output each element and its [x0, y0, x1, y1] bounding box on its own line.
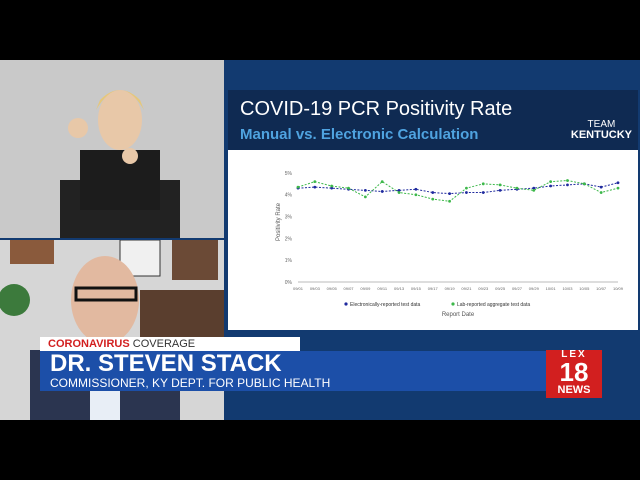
name-bar: DR. STEVEN STACK COMMISSIONER, KY DEPT. … [40, 351, 560, 391]
brand-line-2: KENTUCKY [570, 129, 632, 141]
x-tick-label: 09/21 [461, 286, 472, 291]
series-point [397, 191, 401, 194]
series-point [380, 180, 384, 184]
series-point [414, 193, 418, 197]
speaker-title: COMMISSIONER, KY DEPT. FOR PUBLIC HEALTH [50, 376, 331, 390]
x-tick-label: 09/07 [344, 286, 355, 291]
series-point [414, 187, 418, 191]
y-tick-label: 2% [285, 236, 293, 242]
y-tick-label: 0% [285, 280, 293, 286]
y-tick-label: 4% [285, 193, 293, 199]
series-point [431, 191, 435, 194]
series-point [582, 182, 586, 186]
series-point [397, 188, 401, 192]
x-tick-label: 09/19 [445, 286, 456, 291]
series-point [481, 191, 485, 194]
x-tick-label: 10/01 [546, 286, 557, 291]
series-point [616, 181, 620, 185]
interpreter-figure [0, 60, 224, 238]
coverage-tag-gray: COVERAGE [132, 338, 196, 350]
series-point [363, 195, 367, 199]
x-tick-label: 10/05 [579, 286, 590, 291]
series-line [297, 180, 619, 202]
interpreter-camera [0, 60, 224, 238]
series-point [330, 186, 334, 190]
x-tick-label: 09/05 [327, 286, 338, 291]
series-point [431, 197, 435, 201]
series-point [313, 185, 317, 189]
x-tick-label: 09/27 [512, 286, 523, 291]
series-point [549, 180, 553, 184]
positivity-chart: 0% 1% 2% 3% 4% 5% 09/01 09/03 09/05 09/07 09/09 09/… [276, 171, 624, 318]
y-tick-label: 1% [285, 258, 293, 264]
slide-title: COVID-19 PCR Positivity Rate [240, 98, 513, 120]
series-point [566, 183, 569, 187]
coverage-tag: CORONAVIRUS COVERAGE [40, 337, 300, 351]
coverage-tag-red: CORONAVIRUS [48, 338, 130, 350]
lex18-logo: LEX 18 NEWS [546, 350, 602, 398]
series-point [465, 186, 468, 190]
x-tick-label: 09/11 [377, 286, 387, 291]
series-point [599, 191, 603, 194]
x-tick-label: 09/03 [310, 286, 321, 291]
x-tick-label: 09/15 [411, 286, 422, 291]
x-tick-label: 10/03 [562, 286, 573, 291]
x-tick-label: 09/09 [360, 286, 371, 291]
series-point [549, 184, 553, 188]
x-tick-label: 10/07 [596, 286, 607, 291]
logo-news: NEWS [557, 384, 591, 396]
legend-marker [451, 302, 455, 306]
series-point [313, 180, 317, 184]
x-tick-label: 09/01 [293, 286, 304, 291]
legend-marker [344, 302, 348, 306]
series-point [347, 186, 350, 190]
presentation-slide: COVID-19 PCR Positivity Rate Manual vs. … [228, 90, 638, 330]
series-point [465, 191, 468, 194]
series-point [599, 185, 603, 189]
lower-third: CORONAVIRUS COVERAGE DR. STEVEN STACK CO… [40, 337, 600, 395]
y-tick-label: 3% [285, 215, 293, 221]
series-point [296, 185, 300, 189]
legend-label: Electronically-reported test data [350, 302, 421, 308]
x-tick-label: 09/13 [394, 286, 405, 291]
series-point [532, 186, 536, 190]
series-line [297, 182, 619, 195]
y-axis-label: Positivity Rate [276, 202, 282, 241]
series-point [363, 188, 367, 192]
series-point [616, 186, 620, 190]
series-point [498, 188, 502, 192]
slide-subtitle: Manual vs. Electronic Calculation [240, 126, 479, 143]
brand-line-1: TEAM [587, 119, 616, 130]
x-tick-label: 09/17 [428, 286, 439, 291]
speaker-name: DR. STEVEN STACK [50, 350, 282, 377]
broadcast-frame: COVID-19 PCR Positivity Rate Manual vs. … [0, 60, 640, 420]
team-kentucky-logo: TEAM KENTUCKY [570, 119, 632, 141]
series-point [481, 182, 485, 186]
series-point [380, 190, 384, 193]
logo-number: 18 [559, 357, 589, 387]
logo-lex: LEX [561, 349, 587, 360]
x-tick-label: 09/25 [495, 286, 506, 291]
series-point [330, 184, 334, 188]
legend-label: Lab-reported aggregate test data [457, 302, 530, 308]
series-point [566, 179, 569, 182]
series-point [448, 192, 451, 196]
x-tick-label: 09/29 [529, 286, 540, 291]
slide-header: COVID-19 PCR Positivity Rate Manual vs. … [228, 90, 638, 150]
x-tick-label: 10/09 [613, 286, 624, 291]
y-tick-label: 5% [285, 171, 293, 177]
series-point [532, 188, 536, 192]
series-point [498, 183, 502, 187]
series-point [448, 199, 451, 203]
x-axis-label: Report Date [442, 312, 475, 318]
series-point [515, 186, 519, 190]
x-tick-label: 09/23 [478, 286, 489, 291]
